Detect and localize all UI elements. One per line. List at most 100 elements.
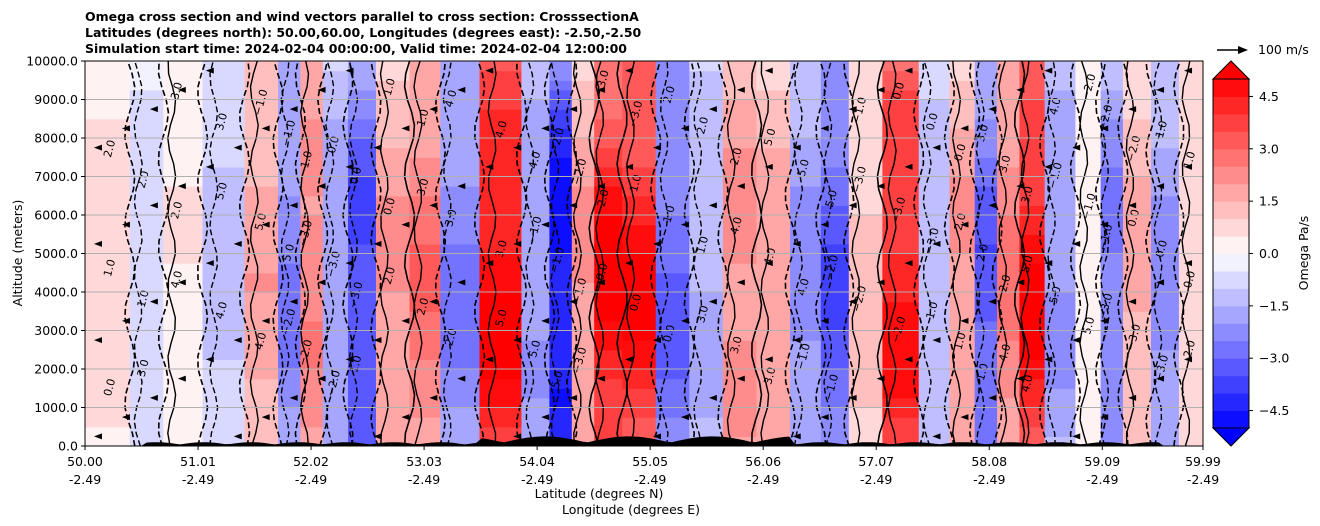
- omega-band-cell: [997, 359, 1021, 370]
- omega-band-cell: [1075, 282, 1102, 293]
- omega-band-cell: [974, 215, 998, 226]
- wind-vector: [289, 106, 298, 113]
- omega-band-cell: [322, 109, 349, 120]
- omega-band-cell: [440, 89, 481, 101]
- omega-band-cell: [1150, 147, 1180, 158]
- omega-band-cell: [820, 70, 850, 81]
- wind-vector: [932, 337, 941, 344]
- omega-band-cell: [820, 359, 850, 370]
- omega-band-cell: [756, 234, 791, 245]
- omega-band-cell: [790, 147, 822, 158]
- omega-band-cell: [790, 205, 822, 216]
- omega-band-cell: [997, 349, 1021, 360]
- omega-band-cell: [1100, 166, 1124, 178]
- omega-band-cell: [882, 417, 920, 428]
- omega-band-cell: [375, 311, 411, 322]
- omega-band-cell: [549, 243, 573, 255]
- omega-band-cell: [655, 378, 690, 389]
- wind-vector: [1016, 375, 1025, 382]
- omega-band-cell: [549, 195, 573, 206]
- omega-band-cell: [1122, 330, 1152, 341]
- omega-band-cell: [1178, 157, 1203, 168]
- omega-band-cell: [202, 426, 246, 437]
- omega-band-cell: [689, 195, 724, 206]
- omega-band-cell: [163, 80, 204, 91]
- omega-band-cell: [1178, 224, 1203, 235]
- omega-band-cell: [163, 224, 204, 235]
- omega-band-cell: [1100, 378, 1124, 389]
- omega-band-cell: [1178, 349, 1203, 360]
- omega-band-cell: [322, 282, 349, 293]
- contour-label: 0.0: [924, 112, 941, 132]
- omega-band-cell: [820, 301, 850, 312]
- omega-band-cell: [689, 89, 724, 101]
- wind-vector: [373, 337, 382, 344]
- omega-band-cell: [521, 243, 551, 255]
- omega-band-cell: [278, 407, 302, 418]
- omega-band-cell: [440, 320, 481, 332]
- omega-band-cell: [1150, 109, 1180, 120]
- omega-band-cell: [278, 89, 302, 101]
- omega-band-cell: [300, 224, 324, 235]
- colorbar-segment: [1213, 218, 1249, 237]
- omega-band-cell: [974, 176, 998, 187]
- omega-band-cell: [1178, 263, 1203, 274]
- omega-band-cell: [129, 369, 164, 380]
- omega-band-cell: [722, 205, 758, 216]
- wind-vector: [149, 298, 158, 305]
- omega-band-cell: [790, 349, 822, 360]
- title-line-2: Latitudes (degrees north): 50.00,60.00, …: [85, 25, 642, 40]
- colorbar-segment: [1213, 131, 1249, 150]
- omega-band-cell: [722, 311, 758, 322]
- omega-band-cell: [375, 147, 411, 158]
- omega-band-cell: [244, 349, 279, 360]
- omega-band-cell: [479, 70, 523, 81]
- omega-band-cell: [997, 224, 1021, 235]
- omega-band-cell: [300, 109, 324, 120]
- omega-band-cell: [479, 282, 523, 293]
- omega-band-cell: [1150, 253, 1180, 264]
- omega-band-cell: [278, 176, 302, 187]
- contour-label: 0.0: [890, 81, 907, 101]
- contour-label: 3.0: [442, 208, 459, 228]
- omega-band-cell: [409, 147, 441, 158]
- omega-band-cell: [1044, 369, 1077, 380]
- omega-band-cell: [848, 426, 883, 437]
- omega-band-cell: [1100, 205, 1124, 216]
- omega-band-cell: [655, 417, 690, 428]
- omega-band-cell: [974, 407, 998, 418]
- omega-band-cell: [820, 243, 850, 255]
- contour-label: 0.0: [627, 293, 644, 313]
- omega-band-cell: [918, 349, 951, 360]
- contour-line: [550, 61, 560, 446]
- omega-band-cell: [1044, 243, 1077, 255]
- omega-band-cell: [622, 147, 657, 158]
- omega-band-cell: [594, 166, 623, 178]
- omega-band-cell: [1178, 417, 1203, 428]
- wind-vector: [569, 106, 578, 113]
- omega-band-cell: [1150, 388, 1180, 399]
- omega-band-cell: [300, 89, 324, 101]
- omega-band-cell: [202, 234, 246, 245]
- omega-band-cell: [409, 186, 441, 197]
- omega-band-cell: [790, 292, 822, 303]
- colorbar-segment: [1213, 410, 1249, 429]
- omega-band-cell: [571, 215, 595, 226]
- omega-band-cell: [918, 426, 951, 437]
- omega-band-cell: [521, 99, 551, 110]
- omega-band-cell: [244, 99, 279, 110]
- contour-label: 0.0: [347, 165, 364, 185]
- omega-band-cell: [521, 205, 551, 216]
- omega-band-cell: [622, 109, 657, 120]
- wind-vector: [345, 356, 354, 363]
- omega-band-cell: [202, 186, 246, 197]
- omega-band-cell: [820, 166, 850, 178]
- omega-band-cell: [1100, 330, 1124, 341]
- wind-vector: [1044, 260, 1053, 267]
- omega-band-cell: [882, 388, 920, 399]
- omega-band-cell: [756, 320, 791, 332]
- omega-band-cell: [163, 388, 204, 399]
- omega-band-cell: [848, 109, 883, 120]
- y-tick-label: 1000.0: [34, 400, 78, 415]
- omega-band-cell: [347, 166, 377, 178]
